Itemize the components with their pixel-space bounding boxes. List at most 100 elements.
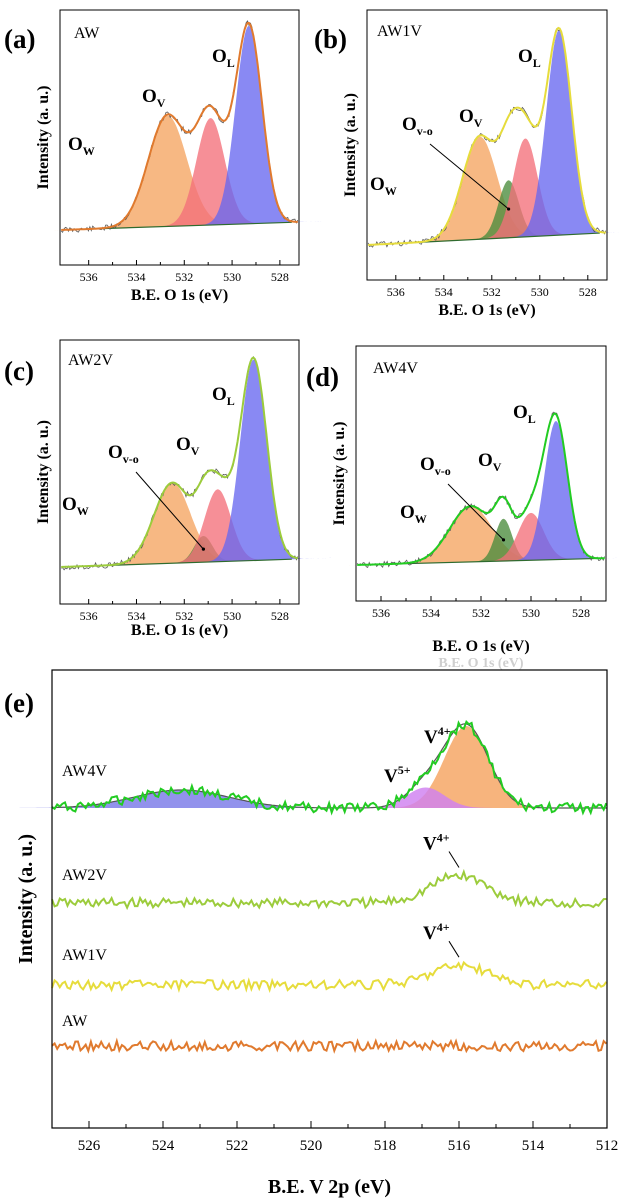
- series-label: AW4V: [62, 763, 107, 780]
- fitted-envelope: [61, 356, 299, 568]
- panel-letter: (a): [4, 24, 35, 54]
- x-tick-label: 528: [271, 270, 289, 284]
- annotation-arrow-head: [501, 538, 506, 542]
- annotation-arrow: [429, 143, 509, 210]
- x-axis-title: B.E. O 1s (eV): [131, 622, 228, 639]
- peak-label-subscript: V: [157, 96, 166, 110]
- panel-a: (a) AW OW OV OL 536 534 532 530 528 B.E. O 1s (eV)…: [4, 9, 327, 304]
- x-tick-label: 532: [472, 606, 490, 620]
- x-tick-label: 518: [374, 1138, 397, 1154]
- sample-label: AW4V: [373, 360, 418, 377]
- peak-label-subscript: L: [227, 394, 235, 408]
- x-tick-label: 524: [152, 1138, 175, 1154]
- x-tick-label: 532: [175, 270, 193, 284]
- fitted-envelope: [368, 26, 606, 246]
- peak-label-v4: V4+: [423, 920, 450, 944]
- fitted-envelope: [61, 22, 298, 231]
- peak-label-v: OV: [459, 106, 483, 130]
- component-l-area: [484, 30, 619, 239]
- peak-label-v: OV: [478, 450, 502, 474]
- peak-label-subscript: W: [77, 504, 89, 518]
- sample-label: AW2V: [68, 352, 113, 369]
- y-axis-title: Intensity (a. u.): [331, 421, 348, 525]
- component-w-area: [64, 482, 280, 567]
- x-axis-title: B.E. O 1s (eV): [432, 638, 529, 655]
- x-axis-title: B.E. O 1s (eV): [131, 287, 228, 304]
- panel-letter: (e): [4, 688, 34, 718]
- x-tick-label: 530: [531, 285, 549, 299]
- peak-label-subscript: L: [533, 56, 541, 70]
- component-v-area: [126, 118, 295, 228]
- spectrum-aw2v: [51, 868, 607, 911]
- x-tick-label: 526: [78, 1138, 101, 1154]
- peak-label-l: OL: [518, 46, 541, 70]
- component-l-area: [175, 359, 332, 564]
- component-area: [336, 726, 596, 808]
- plot-frame: [59, 339, 300, 605]
- annotation-arrow-head: [507, 207, 511, 211]
- component-v-area: [140, 489, 296, 565]
- annotation-arrow-head: [201, 547, 205, 551]
- panel-b: (b) AW1V OW Ov-o OV OL 536 534 532 530 528 B.E. O 1…: [314, 9, 619, 319]
- peak-label-subscript: W: [83, 144, 95, 158]
- plot-frame: [366, 9, 608, 281]
- panel-letter: (c): [4, 356, 34, 386]
- x-tick-label: 536: [80, 270, 98, 284]
- component-l-area: [487, 421, 619, 562]
- peak-label-w: OW: [400, 502, 427, 526]
- panel-letter: (b): [314, 24, 347, 54]
- x-tick-label: 536: [80, 609, 98, 623]
- component-w-area: [377, 136, 582, 245]
- peak-label-v-o: Ov-o: [420, 454, 451, 478]
- peak-label-v-o: Ov-o: [108, 442, 139, 466]
- peak-label-subscript: L: [227, 56, 235, 70]
- component-v-area: [453, 138, 598, 241]
- x-tick-label: 532: [483, 285, 501, 299]
- x-tick-label: 522: [226, 1138, 249, 1154]
- panel-c: (c) AW2V OW Ov-o OV OL 536 534 532 530 528 B.E. O 1…: [4, 339, 332, 639]
- sample-label: AW1V: [377, 23, 422, 40]
- peak-label-l: OL: [212, 46, 235, 70]
- x-axis-title: B.E. V 2p (eV): [268, 1176, 391, 1198]
- artifact-text: B.E. O 1s (eV): [438, 656, 524, 671]
- x-tick-label: 530: [223, 609, 241, 623]
- component-w-area: [346, 506, 596, 566]
- peak-label-v5: V5+: [384, 763, 411, 787]
- peak-label-subscript: v-o: [123, 452, 139, 466]
- annotation-arrow: [447, 483, 504, 541]
- x-tick-label: 512: [596, 1138, 619, 1154]
- y-axis-title: Intensity (a. u.): [15, 834, 37, 964]
- series-label: AW1V: [62, 947, 107, 964]
- plot-frame: [51, 669, 608, 1129]
- peak-label-subscript: v-o: [417, 124, 433, 138]
- peak-label-subscript: W: [415, 512, 427, 526]
- series-label: AW2V: [62, 867, 107, 884]
- peak-label-subscript: L: [528, 412, 536, 426]
- x-tick-label: 514: [522, 1138, 545, 1154]
- panel-letter: (d): [306, 362, 339, 392]
- x-tick-label: 536: [372, 606, 390, 620]
- y-axis-title: Intensity (a. u.): [342, 93, 359, 197]
- sample-label: AW: [74, 25, 100, 42]
- peak-label-l: OL: [513, 402, 536, 426]
- plot-frame: [59, 9, 300, 266]
- x-tick-label: 528: [572, 606, 590, 620]
- component-l-area: [171, 25, 327, 227]
- spectrum-aw1v: [51, 960, 608, 993]
- spectrum-aw4v: [51, 720, 608, 816]
- x-axis-title: B.E. O 1s (eV): [438, 302, 535, 319]
- peak-label-l: OL: [212, 384, 235, 408]
- spectrum-aw: [51, 1037, 608, 1054]
- x-tick-label: 534: [127, 270, 145, 284]
- component-v-area: [456, 512, 606, 563]
- x-tick-label: 534: [127, 609, 145, 623]
- x-tick-label: 520: [300, 1138, 323, 1154]
- peak-label-subscript: V: [493, 460, 502, 474]
- peak-label-v: OV: [142, 86, 166, 110]
- y-axis-title: Intensity (a. u.): [35, 420, 52, 524]
- peak-label-v4: V4+: [423, 831, 450, 855]
- peak-label-subscript: W: [385, 184, 397, 198]
- peak-label-subscript: V: [474, 116, 483, 130]
- peak-label-superscript: 4+: [437, 831, 450, 845]
- peak-label-v-o: Ov-o: [402, 114, 433, 138]
